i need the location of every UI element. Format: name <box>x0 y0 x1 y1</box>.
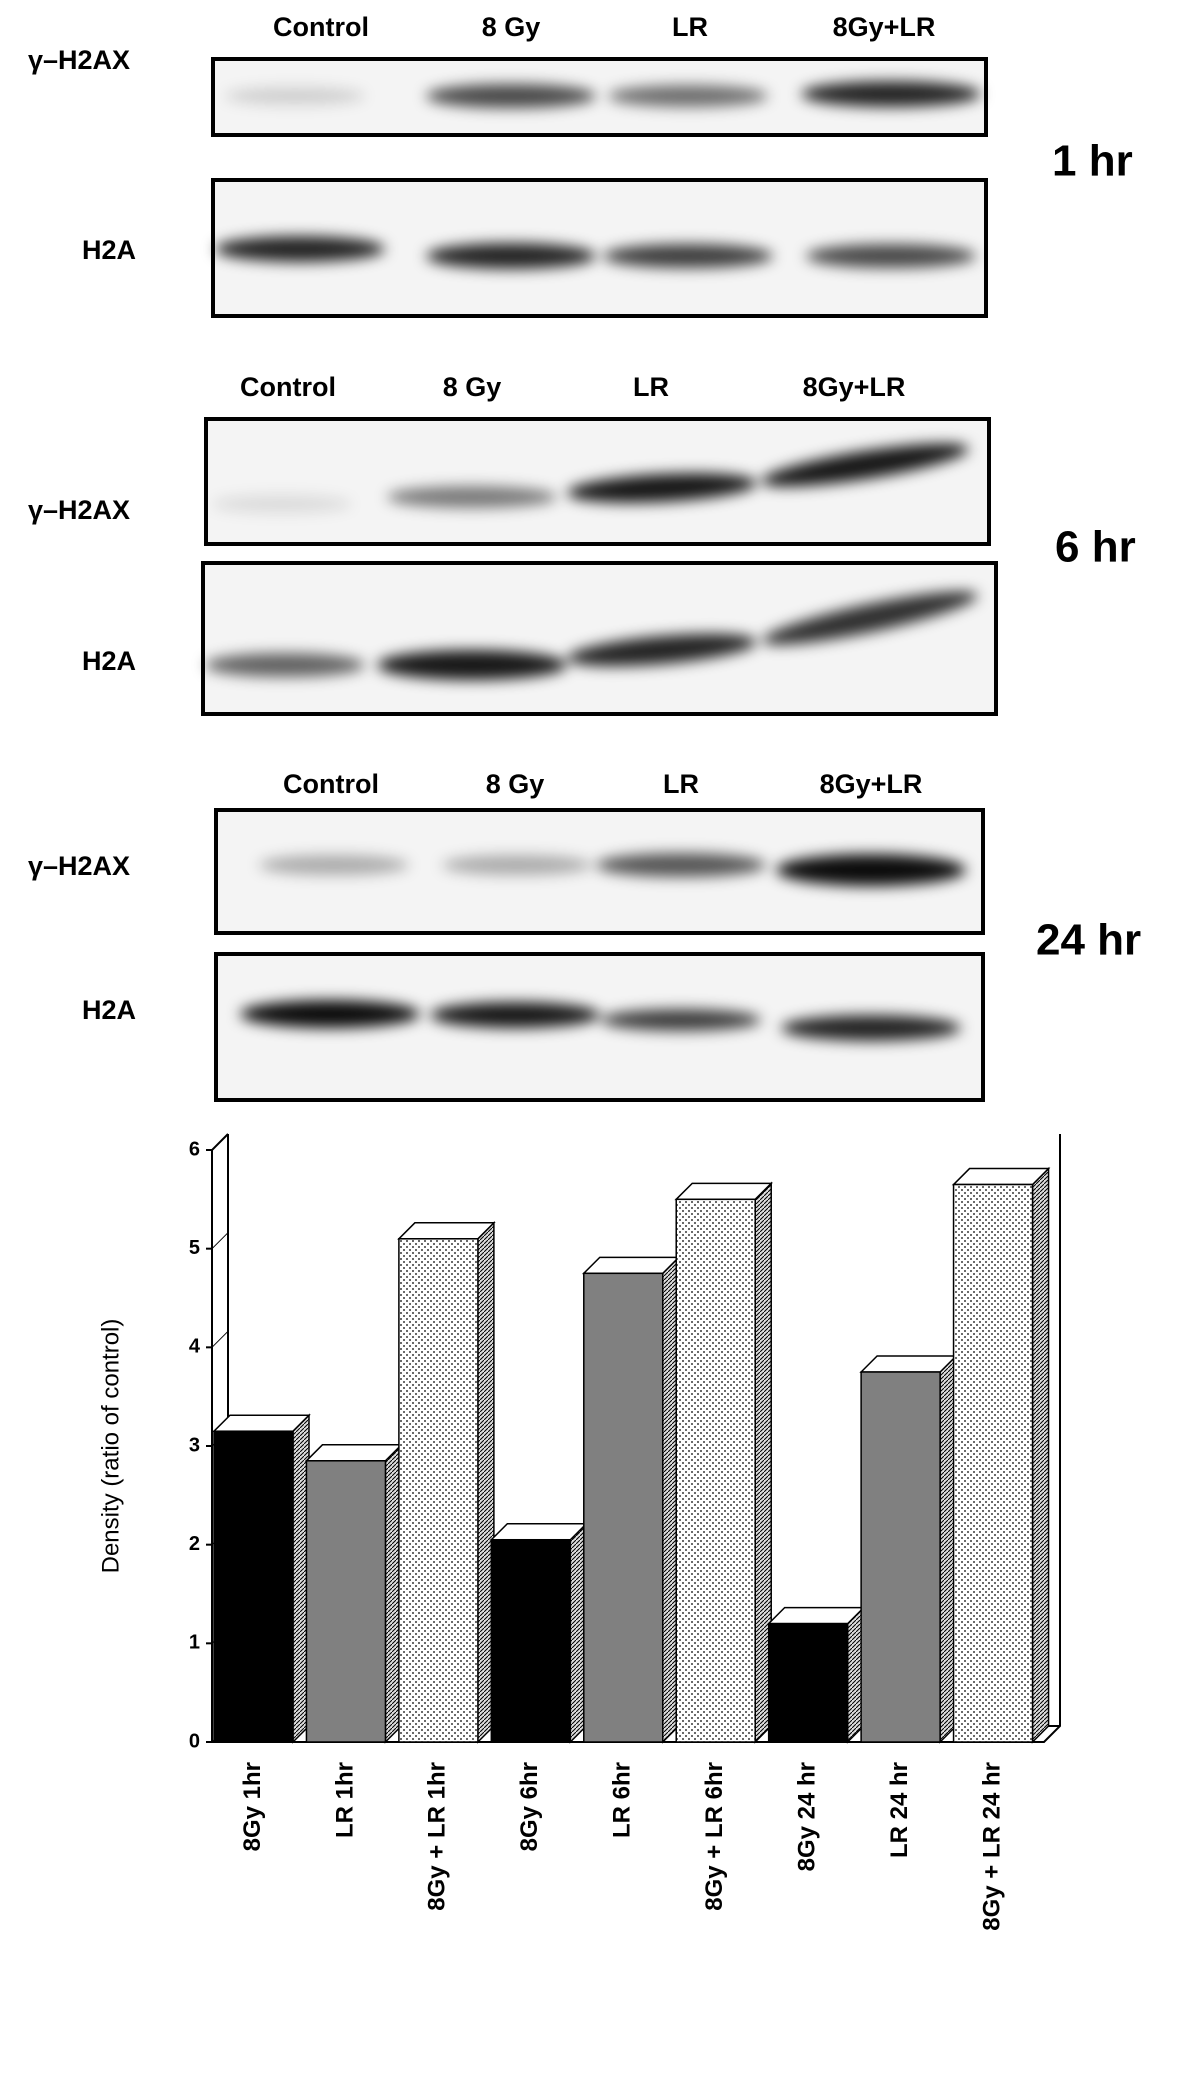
time-label: 24 hr <box>1036 916 1141 965</box>
bar <box>675 1198 756 1743</box>
y-tick-label: 2 <box>189 1533 200 1555</box>
lane-label: Control <box>283 769 379 799</box>
lane-label: 8Gy+LR <box>803 372 906 402</box>
lane-label: Control <box>273 12 369 42</box>
bar-top <box>304 1444 404 1462</box>
bar-chart: Density (ratio of control) 0 1 2 3 4 5 6 8Gy 1h… <box>97 1133 1061 1931</box>
y-axis-label: Density (ratio of control) <box>97 1319 124 1574</box>
bar <box>767 1622 849 1743</box>
bar-top <box>674 1182 774 1201</box>
x-tick-label: 8Gy + LR 6hr <box>701 1762 728 1911</box>
x-tick-label: LR 6hr <box>609 1762 636 1838</box>
bands <box>215 236 976 269</box>
bar <box>490 1538 572 1743</box>
row-label: H2A <box>82 995 136 1025</box>
lane-label: 8 Gy <box>482 12 541 42</box>
x-tick-label: LR 1hr <box>331 1762 358 1838</box>
lane-label: 8 Gy <box>443 372 502 402</box>
bar <box>213 1430 294 1743</box>
bar-top <box>951 1167 1051 1186</box>
x-tick-label: 8Gy 24 hr <box>794 1762 821 1871</box>
x-tick-label: 8Gy 1hr <box>239 1762 266 1851</box>
lane-label: LR <box>663 769 699 799</box>
y-tick-label: 4 <box>189 1336 201 1358</box>
lane-label: LR <box>633 372 669 402</box>
bands <box>212 443 969 513</box>
y-tick-depth <box>211 1330 229 1348</box>
blot-box <box>201 561 998 716</box>
time-label: 6 hr <box>1055 523 1136 572</box>
bands <box>225 81 981 108</box>
bands <box>259 853 966 886</box>
blot-panel: Control 8 Gy LR 8Gy+LR γ–H2AX H2A 24 hr <box>28 769 1141 1102</box>
y-tick-label: 0 <box>189 1730 200 1752</box>
bar <box>398 1238 479 1743</box>
x-tick-label: LR 24 hr <box>886 1762 913 1858</box>
time-label: 1 hr <box>1052 137 1133 186</box>
y-tick-label: 6 <box>189 1138 200 1160</box>
y-tick-label: 5 <box>189 1237 200 1259</box>
bar <box>305 1460 387 1743</box>
blot-panel: Control 8 Gy LR 8Gy+LR γ–H2AX H2A 1 hr <box>28 12 1133 318</box>
bar-top <box>489 1522 589 1541</box>
bar-top <box>859 1355 958 1373</box>
lane-label: 8Gy+LR <box>833 12 936 42</box>
bar-side <box>1031 1166 1050 1744</box>
row-label: γ–H2AX <box>28 851 130 881</box>
row-label: H2A <box>82 235 136 265</box>
bar-top <box>397 1222 496 1240</box>
x-tick-label: 8Gy + LR 1hr <box>424 1762 451 1911</box>
lane-label: 8Gy+LR <box>820 769 923 799</box>
bar <box>952 1183 1034 1743</box>
row-label: γ–H2AX <box>28 495 130 525</box>
y-tick-label: 1 <box>189 1632 200 1654</box>
x-tick-label: 8Gy + LR 24 hr <box>978 1762 1005 1931</box>
lane-label: LR <box>672 12 708 42</box>
lane-label: Control <box>240 372 336 402</box>
bar-top <box>212 1414 311 1432</box>
lane-label: 8 Gy <box>486 769 545 799</box>
x-tick-label: 8Gy 6hr <box>516 1762 543 1851</box>
y-tick-depth <box>211 1232 229 1250</box>
row-label: H2A <box>82 646 136 676</box>
y-tick-depth <box>211 1133 229 1151</box>
y-tick-label: 3 <box>189 1434 200 1456</box>
bands <box>205 591 978 680</box>
bar-top <box>766 1606 866 1625</box>
bar <box>860 1371 941 1743</box>
bar <box>583 1272 664 1743</box>
blot-panel: Control 8 Gy LR 8Gy+LR γ–H2AX H2A 6 hr <box>28 372 1136 716</box>
row-label: γ–H2AX <box>28 45 130 75</box>
bar-top <box>581 1256 681 1275</box>
bands <box>240 1000 961 1041</box>
